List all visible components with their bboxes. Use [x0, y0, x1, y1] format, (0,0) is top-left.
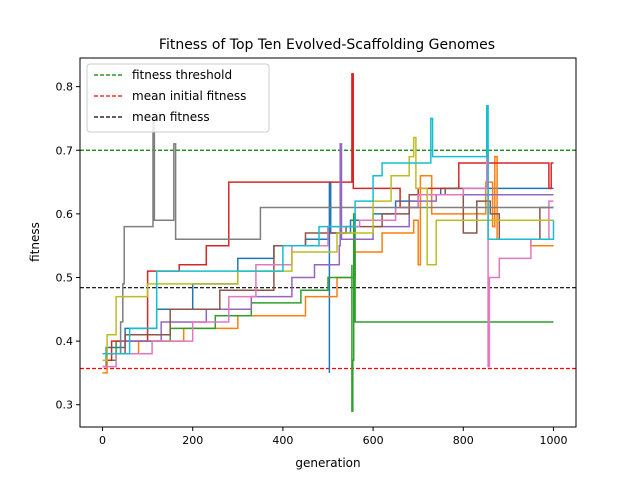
y-tick-label: 0.4: [56, 335, 74, 348]
y-tick-label: 0.6: [56, 208, 74, 221]
legend-box: [86, 63, 270, 133]
chart-title: Fitness of Top Ten Evolved-Scaffolding G…: [159, 37, 495, 53]
plot-area-frame: [79, 57, 577, 428]
y-tick-label: 0.8: [56, 81, 74, 94]
y-tick-label: 0.5: [56, 271, 74, 284]
y-axis-label: fitness: [28, 222, 42, 262]
series-line-2: [102, 155, 554, 374]
x-tick-label: 600: [363, 434, 384, 447]
legend-label-2: mean initial fitness: [132, 89, 246, 103]
y-tick-label: 0.3: [56, 399, 74, 412]
x-tick-label: 400: [272, 434, 293, 447]
x-tick-label: 800: [453, 434, 474, 447]
series-line-9: [102, 136, 554, 361]
legend-label-3: mean fitness: [132, 110, 210, 124]
legend: fitness threshold mean initial fitness mea…: [86, 63, 270, 133]
series-line-5: [102, 143, 554, 355]
y-tick-label: 0.7: [56, 144, 74, 157]
legend-label-1: fitness threshold: [132, 68, 232, 82]
x-axis-label: generation: [295, 456, 360, 470]
x-tick-label: 1000: [539, 434, 567, 447]
x-tick-label: 200: [182, 434, 203, 447]
series-line-10: [102, 104, 555, 355]
x-tick-label: 0: [99, 434, 106, 447]
